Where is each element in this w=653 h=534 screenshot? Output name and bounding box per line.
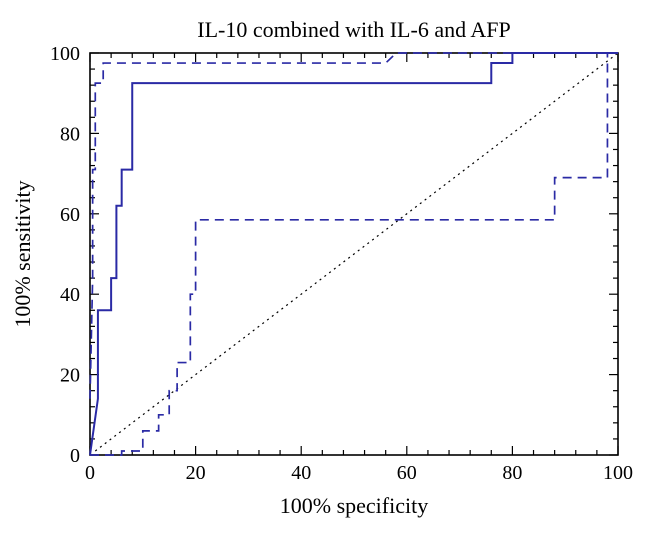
x-tick-label: 20 <box>186 462 206 484</box>
x-axis-label: 100% specificity <box>280 493 428 518</box>
roc-ci-upper <box>90 53 618 399</box>
plot-area: 0 20 40 60 80 100 0 20 40 60 80 100 <box>50 43 633 484</box>
y-tick-label: 80 <box>60 123 80 145</box>
x-tick-label: 100 <box>603 462 633 484</box>
x-tick-label: 80 <box>502 462 522 484</box>
chart-title: IL-10 combined with IL-6 and AFP <box>197 17 510 42</box>
y-tick-label: 0 <box>70 445 80 467</box>
y-tick-label: 40 <box>60 284 80 306</box>
x-tick-label: 60 <box>397 462 417 484</box>
x-tick-label: 40 <box>291 462 311 484</box>
y-tick-label: 60 <box>60 204 80 226</box>
reference-diagonal <box>95 53 618 451</box>
x-tick-label: 0 <box>85 462 95 484</box>
y-tick-label: 100 <box>50 43 80 65</box>
y-tick-label: 20 <box>60 365 80 387</box>
y-axis-label: 100% sensitivity <box>10 180 35 327</box>
roc-chart: IL-10 combined with IL-6 and AFP 0 20 40 60… <box>0 0 653 534</box>
chart-svg: IL-10 combined with IL-6 and AFP 0 20 40 60… <box>0 0 653 534</box>
